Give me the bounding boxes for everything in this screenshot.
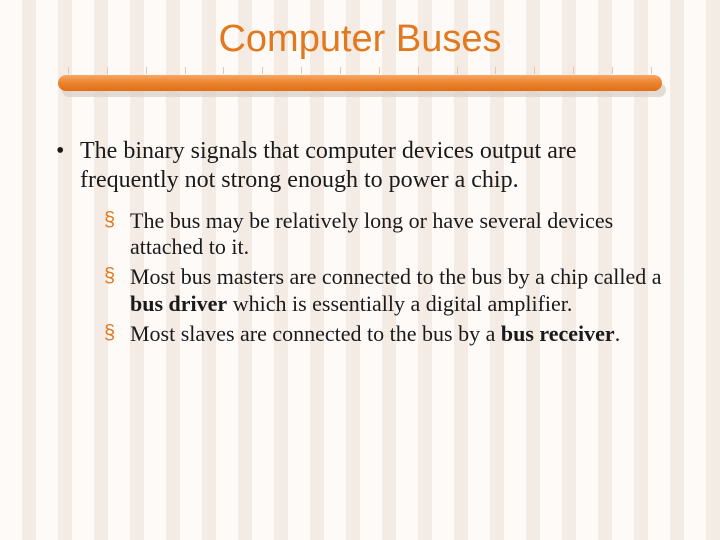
bullet-list-level2: The bus may be relatively long or have s… [80,208,664,348]
divider-bar [58,75,662,91]
bullet-l2-2: Most bus masters are connected to the bu… [100,264,664,318]
bullet-l2-1-text: The bus may be relatively long or have s… [130,208,613,260]
bullet-l1-1: The binary signals that computer devices… [52,137,664,348]
slide: Computer Buses The binary signals that c… [0,0,720,540]
bullet-l1-1-text: The binary signals that computer devices… [80,138,577,193]
divider-ticks [68,67,652,75]
bullet-l2-2-a: Most bus masters are connected to the bu… [130,264,662,289]
bullet-l2-3-a: Most slaves are connected to the bus by … [130,321,501,346]
content: The binary signals that computer devices… [50,137,670,348]
bullet-l2-2-c: which is essentially a digital amplifier… [227,291,572,316]
divider [58,75,662,97]
slide-title: Computer Buses [50,18,670,61]
bullet-list-level1: The binary signals that computer devices… [52,137,664,348]
bullet-l2-3-b: bus receiver [501,321,615,346]
bullet-l2-2-b: bus driver [130,291,227,316]
bullet-l2-3: Most slaves are connected to the bus by … [100,321,664,348]
bullet-l2-1: The bus may be relatively long or have s… [100,208,664,262]
bullet-l2-3-c: . [615,321,621,346]
